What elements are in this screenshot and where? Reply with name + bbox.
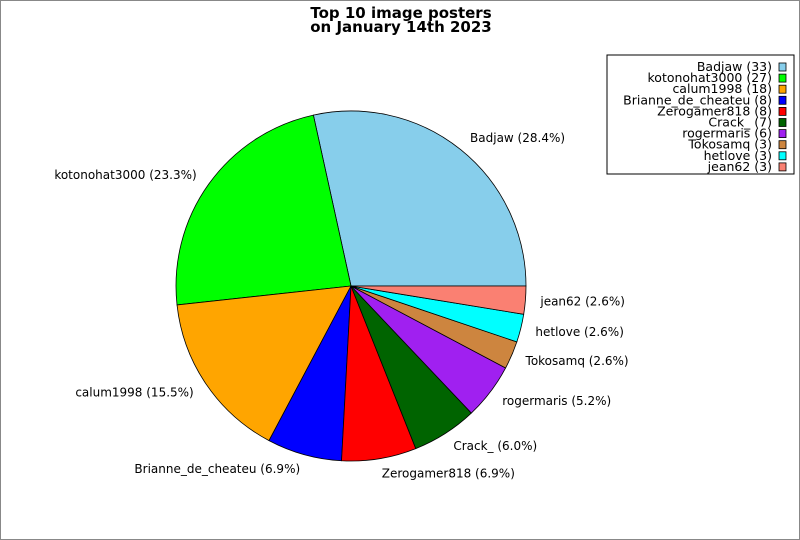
legend-label-hetlove: hetlove (3) bbox=[704, 148, 772, 163]
pie-slice-jean62 bbox=[350, 285, 527, 315]
pie-slice-badjaw bbox=[312, 110, 527, 287]
slice-label-badjaw: Badjaw (28.4%) bbox=[470, 131, 565, 145]
slice-label-tokosamq: Tokosamq (2.6%) bbox=[525, 354, 629, 368]
legend-swatch-tokosamq bbox=[778, 140, 787, 150]
legend-swatch-calum1998 bbox=[778, 84, 787, 94]
legend-swatch-kotonohat3000 bbox=[778, 73, 787, 83]
legend-swatch-crack_ bbox=[778, 118, 787, 127]
chart-title-line-2: on January 14th 2023 bbox=[310, 18, 491, 36]
legend-label-rogermaris: rogermaris (6) bbox=[682, 126, 772, 141]
legend: Badjaw (33)kotonohat3000 (27)calum1998 (… bbox=[606, 54, 795, 175]
legend-label-zerogamer818: Zerogamer818 (8) bbox=[657, 103, 772, 118]
legend-swatch-brianne_de_cheateu bbox=[778, 95, 787, 105]
legend-swatch-jean62 bbox=[778, 162, 787, 172]
slice-label-jean62: jean62 (2.6%) bbox=[539, 294, 625, 308]
legend-label-kotonohat3000: kotonohat3000 (27) bbox=[648, 70, 773, 85]
slice-label-zerogamer818: Zerogamer818 (6.9%) bbox=[382, 466, 515, 480]
legend-label-badjaw: Badjaw (33) bbox=[697, 59, 772, 74]
legend-label-tokosamq: Tokosamq (3) bbox=[687, 137, 772, 152]
pie-slice-kotonohat3000 bbox=[175, 114, 352, 306]
legend-swatch-hetlove bbox=[778, 151, 787, 161]
legend-label-calum1998: calum1998 (18) bbox=[672, 81, 772, 96]
legend-label-jean62: jean62 (3) bbox=[707, 159, 772, 174]
pie-slice-calum1998 bbox=[176, 285, 352, 442]
legend-swatch-zerogamer818 bbox=[778, 107, 787, 116]
slice-label-rogermaris: rogermaris (5.2%) bbox=[502, 394, 611, 408]
slice-label-brianne_de_cheateu: Brianne_de_cheateu (6.9%) bbox=[134, 462, 300, 476]
legend-swatch-rogermaris bbox=[778, 129, 787, 139]
slice-label-kotonohat3000: kotonohat3000 (23.3%) bbox=[54, 168, 196, 182]
legend-swatch-badjaw bbox=[778, 62, 787, 72]
slice-label-calum1998: calum1998 (15.5%) bbox=[75, 386, 193, 400]
legend-box bbox=[606, 54, 795, 175]
slice-label-crack_: Crack_ (6.0%) bbox=[453, 439, 537, 453]
legend-label-crack_: Crack_ (7) bbox=[708, 115, 772, 130]
legend-label-brianne_de_cheateu: Brianne_de_cheateu (8) bbox=[623, 92, 772, 107]
chart-title-line-1: Top 10 image posters bbox=[310, 4, 491, 22]
slice-label-hetlove: hetlove (2.6%) bbox=[535, 325, 624, 339]
